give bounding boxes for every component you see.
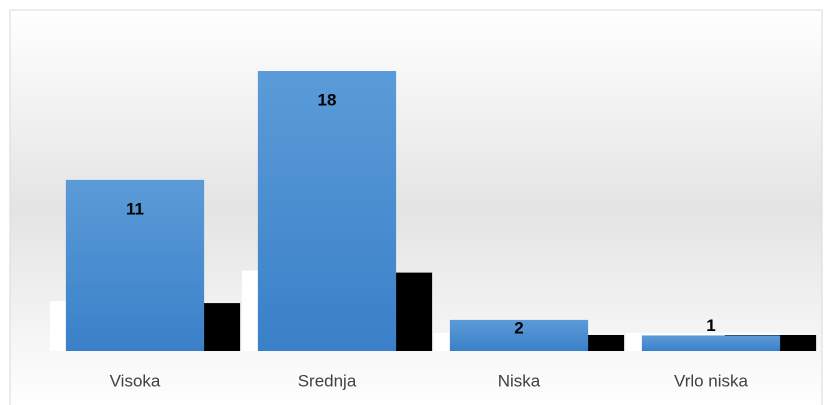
value-label: 11	[126, 199, 144, 218]
value-label: 2	[514, 318, 523, 337]
x-tick-label: Vrlo niska	[674, 371, 749, 390]
x-tick-label: Visoka	[110, 371, 161, 390]
bar	[257, 71, 397, 351]
x-tick-label: Srednja	[298, 371, 357, 390]
bar	[65, 179, 205, 351]
bar	[641, 335, 781, 351]
bar	[449, 319, 589, 351]
x-tick-label: Niska	[498, 371, 541, 390]
value-label: 18	[318, 90, 337, 109]
value-label: 1	[706, 316, 715, 335]
